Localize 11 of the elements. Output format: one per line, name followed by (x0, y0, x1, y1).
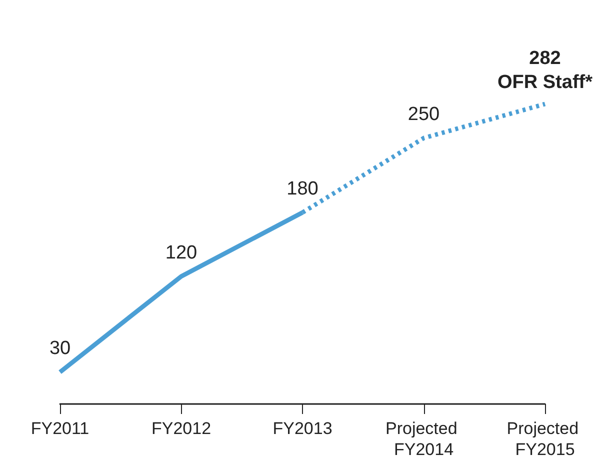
data-label: 180 (286, 178, 318, 200)
x-tick-label: Projected FY2015 (506, 419, 584, 459)
x-tick-label: Projected FY2014 (385, 419, 462, 459)
annotation: OFR Staff* (498, 72, 594, 93)
data-label: 120 (165, 242, 198, 264)
data-label: 282 (529, 48, 561, 69)
x-tick-label: FY2011 (30, 419, 90, 438)
x-tick-label: FY2012 (151, 419, 212, 438)
data-label: 30 (49, 338, 71, 360)
data-label: 250 (408, 104, 440, 126)
x-tick-label: FY2013 (272, 419, 332, 438)
